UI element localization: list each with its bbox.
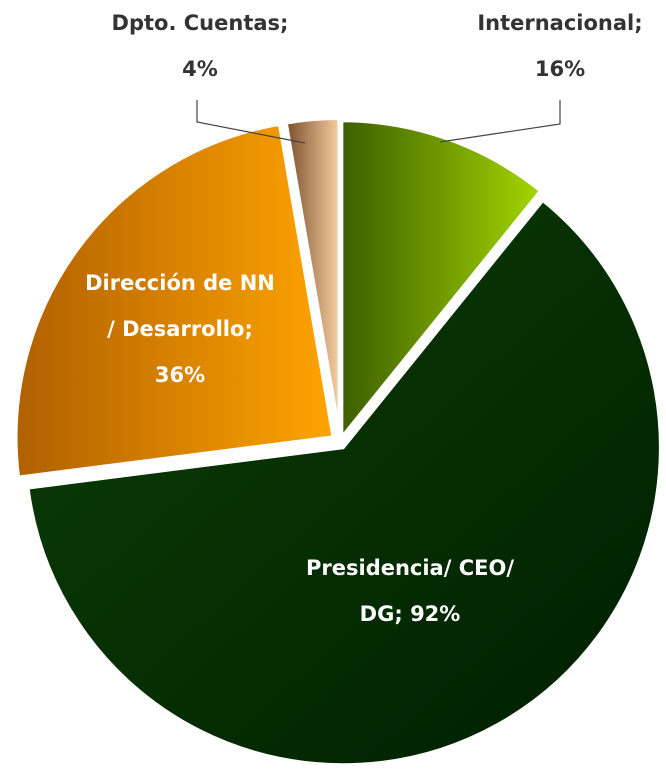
separator: ; (244, 317, 253, 341)
data-label: Internacional; 16% (465, 0, 655, 92)
separator: ; (280, 11, 289, 35)
value: 4% (182, 57, 218, 81)
data-label-text: Dpto. Cuentas; 4% (100, 0, 300, 92)
data-label-text: Dirección de NN / Desarrollo; 36% (80, 260, 280, 398)
value: 92% (410, 602, 461, 626)
separator: ; (634, 11, 643, 35)
value: 16% (534, 57, 586, 81)
value: 36% (154, 363, 206, 387)
leader-line (196, 100, 306, 144)
data-label: Dpto. Cuentas; 4% (100, 0, 300, 92)
data-label-text: Internacional; 16% (465, 0, 655, 92)
category: Presidencia/ CEO/ DG (306, 556, 514, 626)
pie-slice (283, 116, 342, 437)
separator: ; (394, 602, 403, 626)
pie-slice (25, 197, 663, 768)
data-label: Presidencia/ CEO/ DG; 92% (290, 545, 530, 637)
category: Internacional (477, 11, 635, 35)
category: Dirección de NN / Desarrollo (85, 271, 275, 341)
category: Dpto. Cuentas (111, 11, 281, 35)
data-label-text: Presidencia/ CEO/ DG; 92% (290, 545, 530, 637)
pie-slice (13, 121, 336, 480)
pie-slice (339, 118, 544, 444)
data-label: Dirección de NN / Desarrollo; 36% (80, 260, 280, 398)
leader-line (439, 100, 561, 143)
